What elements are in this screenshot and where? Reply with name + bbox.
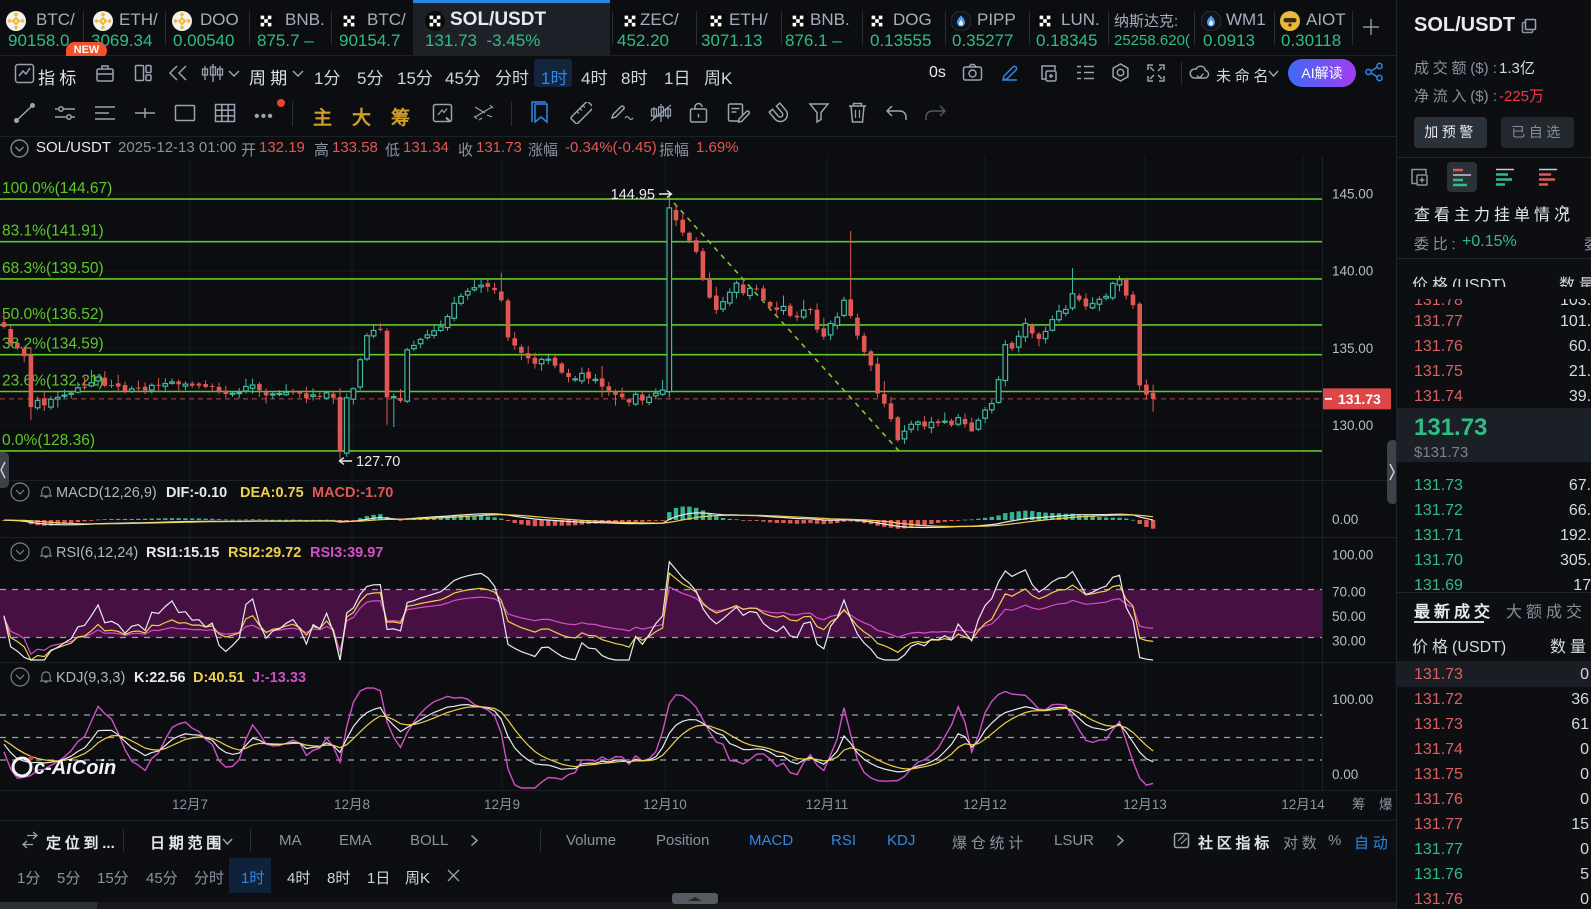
svg-text:12月8: 12月8 bbox=[334, 797, 370, 812]
svg-text:RSI3:39.97: RSI3:39.97 bbox=[310, 545, 383, 561]
svg-text:135.00: 135.00 bbox=[1332, 341, 1373, 356]
svg-text:100.00: 100.00 bbox=[1332, 692, 1373, 707]
svg-text:100.0%(144.67): 100.0%(144.67) bbox=[2, 180, 112, 197]
svg-text:30.00: 30.00 bbox=[1332, 633, 1366, 648]
svg-text:12月12: 12月12 bbox=[963, 797, 1007, 812]
svg-text:RSI2:29.72: RSI2:29.72 bbox=[228, 545, 301, 561]
svg-text:c-AiCoin: c-AiCoin bbox=[34, 757, 116, 779]
svg-text:J:-13.33: J:-13.33 bbox=[252, 670, 306, 686]
svg-text:131.73: 131.73 bbox=[1338, 391, 1381, 407]
svg-text:140.00: 140.00 bbox=[1332, 264, 1373, 279]
svg-text:DIF:-0.10: DIF:-0.10 bbox=[166, 485, 227, 501]
svg-text:D:40.51: D:40.51 bbox=[193, 670, 245, 686]
svg-text:12月7: 12月7 bbox=[172, 797, 208, 812]
svg-text:12月10: 12月10 bbox=[643, 797, 687, 812]
svg-text:KDJ(9,3,3): KDJ(9,3,3) bbox=[56, 670, 125, 686]
svg-text:144.95: 144.95 bbox=[611, 187, 655, 203]
svg-text:68.3%(139.50): 68.3%(139.50) bbox=[2, 260, 104, 277]
svg-text:筹: 筹 bbox=[1352, 796, 1366, 812]
svg-text:爆: 爆 bbox=[1379, 797, 1393, 812]
svg-text:100.00: 100.00 bbox=[1332, 548, 1373, 563]
svg-text:0.00: 0.00 bbox=[1332, 512, 1358, 527]
svg-text:50.0%(136.52): 50.0%(136.52) bbox=[2, 306, 104, 323]
svg-text:83.1%(141.91): 83.1%(141.91) bbox=[2, 223, 104, 240]
svg-text:12月11: 12月11 bbox=[806, 797, 849, 812]
svg-text:38.2%(134.59): 38.2%(134.59) bbox=[2, 336, 104, 353]
svg-text:MACD:-1.70: MACD:-1.70 bbox=[312, 485, 393, 501]
svg-text:0.0%(128.36): 0.0%(128.36) bbox=[2, 432, 95, 449]
svg-text:50.00: 50.00 bbox=[1332, 609, 1366, 624]
svg-text:145.00: 145.00 bbox=[1332, 187, 1373, 202]
svg-text:70.00: 70.00 bbox=[1332, 584, 1366, 599]
svg-text:127.70: 127.70 bbox=[356, 454, 400, 470]
svg-text:130.00: 130.00 bbox=[1332, 418, 1373, 433]
svg-text:RSI1:15.15: RSI1:15.15 bbox=[146, 545, 219, 561]
svg-text:DEA:0.75: DEA:0.75 bbox=[240, 485, 304, 501]
svg-text:0.00: 0.00 bbox=[1332, 767, 1358, 782]
svg-text:MACD(12,26,9): MACD(12,26,9) bbox=[56, 485, 157, 501]
svg-text:23.6%(132.21): 23.6%(132.21) bbox=[2, 373, 104, 390]
svg-text:12月14: 12月14 bbox=[1281, 797, 1325, 812]
svg-text:12月9: 12月9 bbox=[484, 797, 520, 812]
svg-text:K:22.56: K:22.56 bbox=[134, 670, 186, 686]
svg-text:12月13: 12月13 bbox=[1123, 797, 1167, 812]
svg-text:RSI(6,12,24): RSI(6,12,24) bbox=[56, 545, 138, 561]
